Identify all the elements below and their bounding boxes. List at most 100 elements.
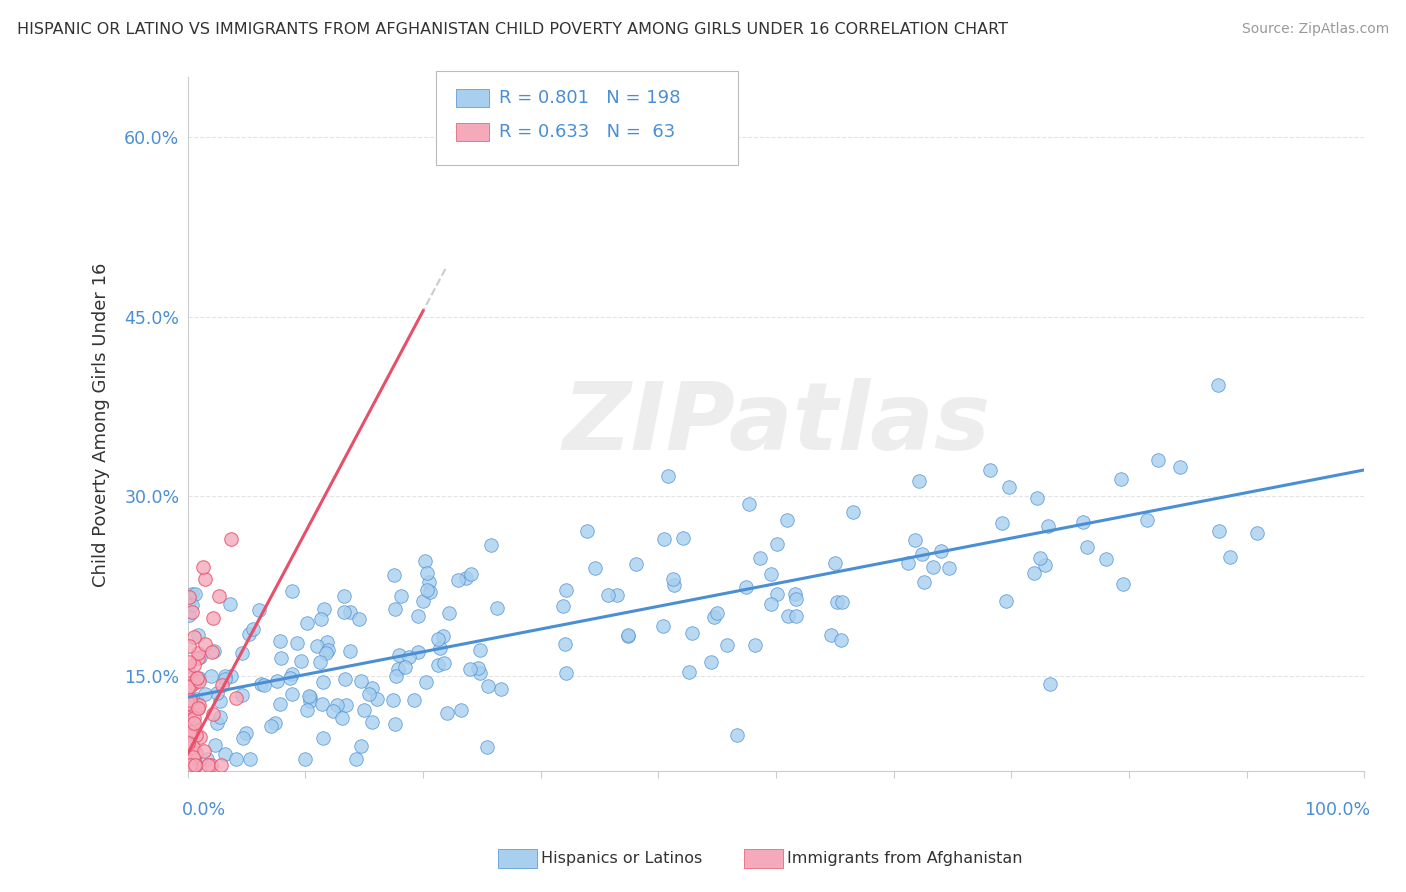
Point	[333, 605, 356, 619]
Point	[225, 690, 247, 705]
Text: 100.0%: 100.0%	[1305, 801, 1371, 820]
Point	[202, 706, 225, 721]
Point	[270, 651, 292, 665]
Point	[911, 547, 934, 561]
Point	[350, 673, 373, 688]
Point	[554, 637, 576, 651]
Point	[180, 736, 202, 750]
Point	[1112, 576, 1135, 591]
Point	[214, 747, 236, 761]
Point	[179, 699, 201, 714]
Point	[406, 645, 429, 659]
Point	[335, 698, 357, 712]
Point	[551, 599, 574, 613]
Point	[183, 739, 205, 754]
Point	[179, 752, 201, 766]
Point	[384, 602, 406, 616]
Point	[179, 679, 201, 693]
Point	[385, 669, 408, 683]
Point	[177, 730, 200, 744]
Point	[897, 556, 920, 570]
Point	[1036, 519, 1059, 533]
Point	[260, 719, 283, 733]
Point	[1168, 460, 1191, 475]
Text: R = 0.801   N = 198: R = 0.801 N = 198	[499, 89, 681, 107]
Point	[1029, 550, 1052, 565]
Point	[179, 758, 201, 772]
Point	[432, 629, 454, 643]
Point	[177, 758, 200, 772]
Point	[197, 758, 219, 772]
Point	[177, 704, 200, 718]
Point	[205, 716, 228, 731]
Point	[353, 703, 375, 717]
Point	[253, 678, 276, 692]
Point	[929, 543, 952, 558]
Point	[1206, 378, 1229, 392]
Point	[177, 663, 200, 677]
Point	[555, 582, 578, 597]
Point	[1039, 677, 1062, 691]
Point	[181, 587, 204, 601]
Point	[287, 636, 309, 650]
Point	[761, 566, 783, 581]
Point	[387, 662, 409, 676]
Point	[479, 537, 502, 551]
Point	[429, 640, 451, 655]
Point	[382, 568, 405, 582]
Point	[290, 655, 312, 669]
Point	[1095, 552, 1118, 566]
Point	[725, 728, 748, 742]
Point	[349, 612, 371, 626]
Point	[298, 690, 321, 704]
Point	[766, 586, 789, 600]
Point	[263, 715, 285, 730]
Point	[824, 556, 846, 570]
Point	[1071, 515, 1094, 529]
Point	[738, 497, 761, 511]
Point	[214, 672, 236, 686]
Point	[180, 758, 202, 772]
Point	[831, 595, 853, 609]
Point	[231, 688, 253, 702]
Point	[1076, 540, 1098, 554]
Point	[1025, 491, 1047, 506]
Point	[179, 758, 201, 772]
Point	[994, 594, 1017, 608]
Point	[295, 703, 318, 717]
Point	[200, 758, 222, 772]
Point	[333, 589, 356, 603]
Point	[672, 531, 695, 545]
Point	[238, 627, 260, 641]
Point	[433, 656, 456, 670]
Point	[180, 758, 202, 772]
Point	[322, 704, 344, 718]
Point	[312, 674, 335, 689]
Point	[187, 701, 209, 715]
Point	[657, 469, 679, 483]
Point	[180, 752, 202, 766]
Point	[179, 725, 201, 739]
Point	[1208, 524, 1230, 538]
Point	[384, 716, 406, 731]
Point	[183, 630, 205, 644]
Y-axis label: Child Poverty Among Girls Under 16: Child Poverty Among Girls Under 16	[93, 262, 110, 587]
Point	[904, 533, 927, 547]
Point	[269, 697, 291, 711]
Point	[218, 597, 240, 611]
Point	[186, 746, 208, 760]
Point	[1022, 566, 1045, 580]
Point	[177, 735, 200, 749]
Point	[179, 708, 201, 723]
Point	[183, 716, 205, 731]
Point	[281, 687, 304, 701]
Point	[624, 558, 647, 572]
Point	[596, 588, 619, 602]
Point	[406, 609, 429, 624]
Point	[907, 474, 929, 488]
Point	[187, 673, 209, 688]
Point	[1109, 473, 1132, 487]
Point	[209, 758, 232, 772]
Point	[413, 554, 436, 568]
Point	[187, 647, 209, 661]
